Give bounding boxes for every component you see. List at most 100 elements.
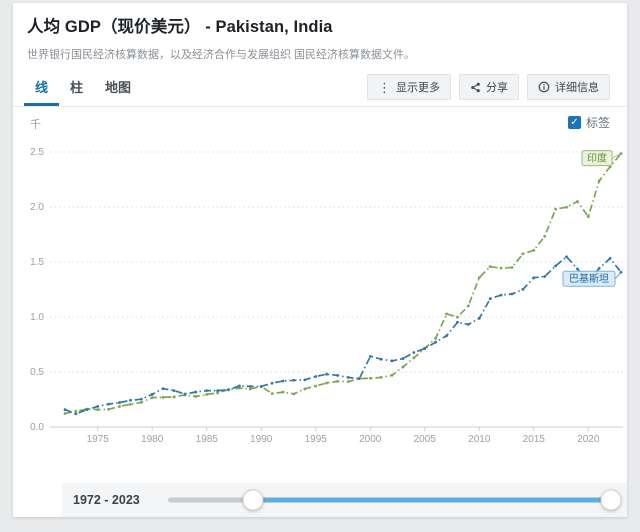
labels-checkbox[interactable]: ✓ 标签 [567, 114, 610, 131]
pakistan-data-point[interactable] [205, 389, 209, 392]
india-data-point[interactable] [118, 405, 121, 408]
india-data-point[interactable] [129, 402, 132, 406]
india-data-point[interactable] [434, 336, 438, 340]
pakistan-data-point[interactable] [347, 376, 350, 379]
pakistan-data-point[interactable] [227, 388, 230, 392]
pakistan-data-point[interactable] [129, 398, 132, 402]
pakistan-data-point[interactable] [194, 390, 198, 394]
india-data-point[interactable] [586, 215, 590, 218]
pakistan-data-point[interactable] [357, 377, 361, 380]
india-data-point[interactable] [379, 375, 383, 379]
india-data-point[interactable] [466, 304, 470, 308]
india-data-point[interactable] [499, 266, 503, 270]
pakistan-data-point[interactable] [477, 317, 481, 320]
pakistan-data-point[interactable] [499, 293, 503, 297]
india-data-point[interactable] [139, 400, 143, 404]
india-data-point[interactable] [161, 395, 165, 399]
pakistan-data-point[interactable] [445, 334, 448, 338]
india-data-point[interactable] [412, 356, 416, 360]
india-data-point[interactable] [488, 265, 492, 269]
slider-selected-range[interactable] [252, 497, 615, 503]
india-data-point[interactable] [368, 376, 372, 380]
india-data-point[interactable] [336, 379, 339, 383]
india-data-point[interactable] [172, 395, 176, 399]
pakistan-data-point[interactable] [608, 256, 612, 260]
details-button[interactable]: 详细信息 [527, 74, 610, 100]
india-series-line[interactable] [64, 153, 622, 415]
pakistan-data-point[interactable] [336, 374, 339, 377]
pakistan-data-point[interactable] [248, 385, 252, 388]
india-data-point[interactable] [194, 395, 198, 398]
pakistan-data-point[interactable] [401, 357, 405, 360]
india-data-point[interactable] [521, 252, 525, 256]
tab-line[interactable]: 线 [24, 68, 60, 106]
pakistan-data-point[interactable] [270, 381, 274, 385]
india-data-point[interactable] [205, 393, 209, 396]
year-range-slider[interactable] [168, 483, 622, 517]
india-data-point[interactable] [543, 234, 547, 238]
india-data-point[interactable] [314, 384, 318, 388]
india-data-point[interactable] [456, 315, 459, 319]
pakistan-data-point[interactable] [521, 287, 525, 291]
india-data-point[interactable] [445, 312, 448, 316]
pakistan-data-point[interactable] [216, 389, 220, 393]
pakistan-data-point[interactable] [456, 320, 459, 324]
show-more-button[interactable]: ⋮ 显示更多 [367, 74, 451, 100]
pakistan-data-point[interactable] [368, 354, 372, 358]
pakistan-data-point[interactable] [325, 372, 329, 376]
pakistan-series-line[interactable] [64, 255, 622, 415]
india-data-point[interactable] [575, 200, 579, 203]
pakistan-data-point[interactable] [532, 276, 536, 280]
india-data-point[interactable] [554, 207, 557, 211]
india-data-point[interactable] [270, 392, 274, 396]
india-data-point[interactable] [347, 380, 350, 383]
pakistan-data-point[interactable] [554, 264, 557, 268]
pakistan-data-point[interactable] [161, 387, 165, 391]
pakistan-data-point[interactable] [314, 375, 318, 378]
pakistan-data-point[interactable] [139, 397, 143, 401]
share-button[interactable]: 分享 [459, 74, 519, 100]
india-data-point[interactable] [477, 276, 481, 280]
slider-handle-end[interactable] [600, 489, 622, 511]
pakistan-data-point[interactable] [96, 405, 100, 408]
slider-handle-start[interactable] [242, 489, 264, 511]
india-data-point[interactable] [96, 408, 100, 412]
tab-map[interactable]: 地图 [105, 80, 132, 95]
india-data-point[interactable] [238, 386, 241, 390]
pakistan-data-point[interactable] [303, 378, 307, 382]
india-data-point[interactable] [292, 392, 296, 396]
pakistan-data-point[interactable] [259, 385, 263, 388]
pakistan-data-point[interactable] [238, 384, 241, 388]
india-data-point[interactable] [565, 205, 568, 209]
pakistan-data-point[interactable] [292, 378, 296, 382]
india-data-point[interactable] [510, 266, 514, 269]
india-data-point[interactable] [248, 387, 252, 391]
india-data-point[interactable] [390, 373, 394, 377]
india-data-point[interactable] [597, 179, 601, 183]
india-data-point[interactable] [325, 381, 329, 385]
pakistan-data-point[interactable] [150, 392, 154, 396]
pakistan-data-point[interactable] [466, 322, 470, 326]
pakistan-data-point[interactable] [74, 412, 78, 416]
india-data-point[interactable] [150, 396, 154, 400]
india-data-point[interactable] [74, 409, 78, 413]
pakistan-data-point[interactable] [565, 255, 568, 259]
india-data-point[interactable] [63, 412, 67, 415]
pakistan-data-point[interactable] [575, 267, 579, 271]
pakistan-data-point[interactable] [172, 389, 176, 392]
pakistan-data-point[interactable] [85, 408, 89, 412]
pakistan-data-point[interactable] [281, 379, 285, 383]
pakistan-data-point[interactable] [379, 357, 383, 361]
pakistan-data-point[interactable] [423, 347, 427, 350]
india-data-point[interactable] [107, 407, 111, 411]
pakistan-data-point[interactable] [597, 266, 601, 270]
india-data-point[interactable] [216, 391, 220, 395]
pakistan-data-point[interactable] [510, 292, 514, 296]
india-data-point[interactable] [281, 390, 285, 394]
pakistan-data-point[interactable] [63, 408, 67, 412]
tab-bar[interactable]: 柱 [70, 80, 84, 95]
pakistan-data-point[interactable] [390, 359, 394, 363]
pakistan-data-point[interactable] [412, 351, 416, 354]
pakistan-data-point[interactable] [543, 275, 547, 278]
pakistan-data-point[interactable] [107, 402, 111, 406]
